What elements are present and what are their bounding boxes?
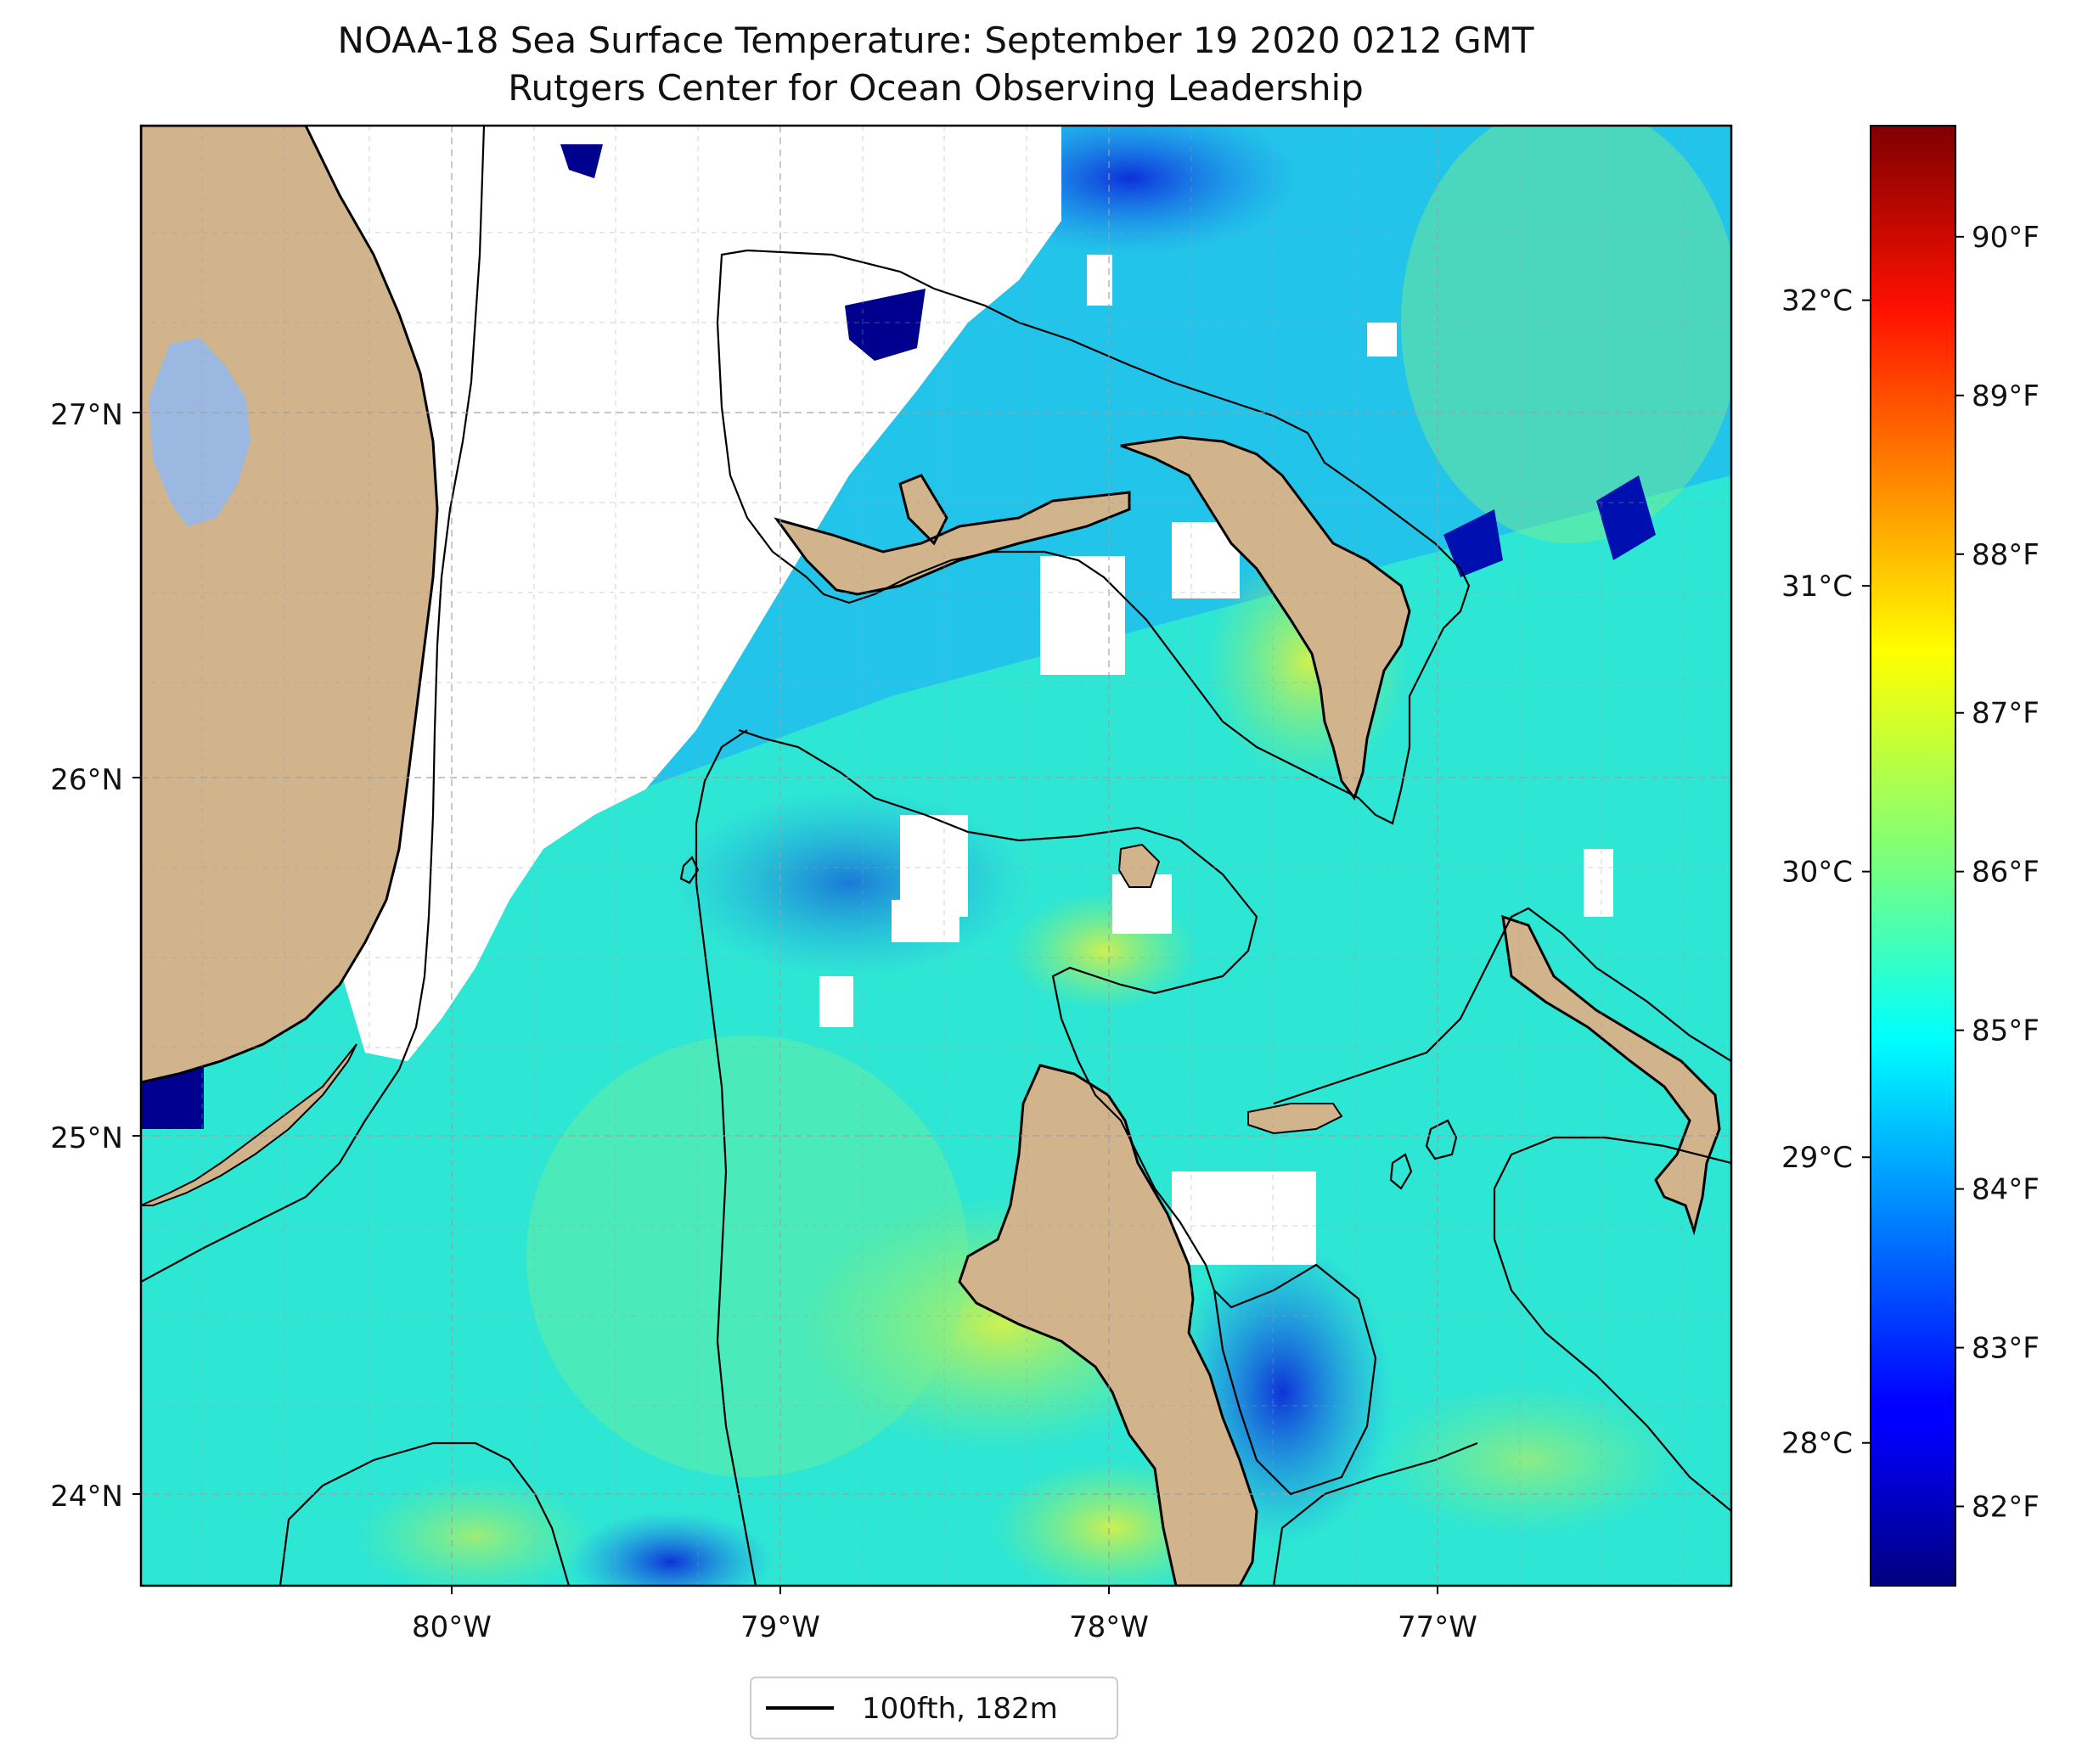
land-eleuthera	[1501, 914, 1721, 1236]
minor-gridlines	[141, 126, 1731, 1586]
lon-label-79: 79°W	[740, 1610, 820, 1644]
land-great-abaco	[1120, 435, 1411, 801]
isobath-bimini	[679, 856, 700, 885]
missing-data-west	[306, 126, 1061, 1061]
lat-label-24: 24°N	[50, 1480, 123, 1514]
title-line-2: Rutgers Center for Ocean Observing Leade…	[508, 67, 1364, 109]
legend-box	[750, 1677, 1118, 1739]
colorbar: 82°F 83°F 84°F 85°F 86°F 87°F 88°F 89°F 90°F 28°…	[1781, 125, 2040, 1587]
sst-warm-6	[1376, 1384, 1681, 1536]
isobath-northeast-providence	[1273, 907, 1731, 1105]
isobath-great-bahama-bank-west	[738, 728, 1258, 1291]
sst-green-mid	[526, 1036, 968, 1477]
isobath-exuma-sound	[1493, 1136, 1731, 1512]
lon-axis: 80°W 79°W 78°W 77°W	[412, 1586, 1477, 1644]
colorbar-f-ticks: 82°F 83°F 84°F 85°F 86°F 87°F 88°F 89°F 90°F	[1955, 221, 2040, 1525]
missing-patch-6	[1584, 849, 1613, 917]
title-line-1: NOAA-18 Sea Surface Temperature: Septemb…	[337, 20, 1533, 61]
map-frame	[139, 124, 1733, 1587]
land-florida-keys	[141, 1043, 357, 1206]
sst-map	[141, 126, 1731, 1586]
lat-label-27: 27°N	[50, 398, 123, 432]
land-andros	[958, 1064, 1258, 1586]
land-grand-bahama	[774, 474, 1131, 596]
missing-patch-1	[1040, 556, 1125, 675]
isobath-florida-shelf	[141, 126, 486, 1283]
isobath-cay-sal	[279, 1441, 571, 1586]
land-berry-islands	[1117, 843, 1161, 888]
land-new-providence	[1247, 1103, 1343, 1135]
isobath-contours	[141, 126, 1731, 1586]
gridlines	[141, 126, 1731, 1586]
lat-axis: 27°N 26°N 25°N 24°N	[50, 398, 141, 1514]
sst-cold-channel	[671, 789, 1027, 976]
cold-eddy-2	[1596, 475, 1656, 560]
missing-patch-10	[1367, 323, 1397, 357]
colorbar-f-label: 84°F	[1972, 1173, 2040, 1207]
lon-label-80: 80°W	[412, 1610, 492, 1644]
isobath-small-bank	[1425, 1119, 1458, 1160]
sst-warm-5	[357, 1477, 594, 1586]
colorbar-c-label: 28°C	[1781, 1427, 1853, 1461]
colorbar-f-label: 83°F	[1972, 1332, 2040, 1366]
missing-patch-8	[819, 976, 853, 1027]
missing-patch-5	[1172, 1171, 1316, 1265]
colorbar-f-label: 88°F	[1972, 538, 2040, 572]
colorbar-c-label: 29°C	[1781, 1141, 1853, 1175]
sst-green-east	[1401, 126, 1731, 543]
lake-okeechobee	[149, 338, 250, 526]
isobath-little-bahama-bank	[716, 249, 1471, 825]
legend: 100fth, 182m	[750, 1677, 1118, 1739]
lat-label-26: 26°N	[50, 763, 123, 797]
legend-label: 100fth, 182m	[862, 1692, 1058, 1726]
sst-cold-sw	[569, 1511, 773, 1586]
cold-eddy-1	[845, 289, 926, 361]
colorbar-f-label: 89°F	[1972, 379, 2040, 413]
lat-label-25: 25°N	[50, 1121, 123, 1155]
colorbar-c-label: 31°C	[1781, 570, 1853, 604]
isobath-south-andros	[1272, 1441, 1478, 1586]
isobath-small-bank-2	[1389, 1153, 1413, 1190]
missing-patch-4	[892, 900, 959, 942]
cold-eddy-4	[560, 144, 603, 178]
lon-label-77: 77°W	[1398, 1610, 1477, 1644]
lon-label-78: 78°W	[1069, 1610, 1149, 1644]
colorbar-c-label: 30°C	[1781, 856, 1853, 890]
cold-eddy-3	[1443, 509, 1503, 577]
colorbar-f-label: 90°F	[1972, 221, 2040, 255]
colorbar-f-label: 86°F	[1972, 856, 2040, 890]
colorbar-c-label: 32°C	[1781, 284, 1853, 318]
isobath-andros-west	[695, 729, 757, 1586]
colorbar-f-label: 85°F	[1972, 1014, 2040, 1048]
isobath-tongue-of-ocean	[1213, 1263, 1377, 1496]
colorbar-c-ticks: 28°C 29°C 30°C 31°C 32°C	[1781, 284, 1871, 1461]
colorbar-gradient	[1870, 125, 1956, 1587]
colorbar-f-label: 87°F	[1972, 697, 2040, 731]
colorbar-f-label: 82°F	[1972, 1491, 2040, 1525]
missing-patch-9	[1087, 255, 1112, 306]
